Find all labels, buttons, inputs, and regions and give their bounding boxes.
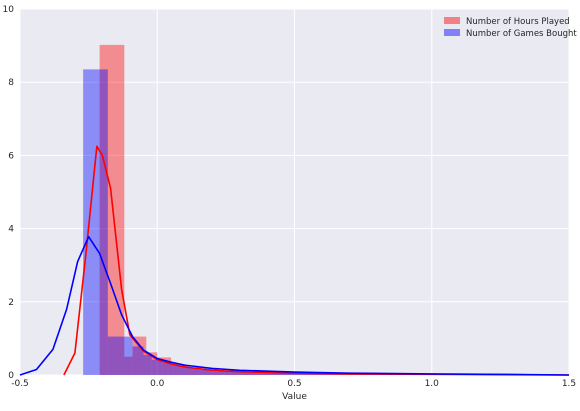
y-tick-label: 10 — [3, 5, 15, 15]
x-tick-label: 0.0 — [150, 379, 165, 389]
legend-label: Number of Hours Played — [466, 17, 570, 27]
legend-swatch — [444, 29, 460, 36]
histogram-bar — [144, 355, 152, 375]
y-axis-ticks: 0 2 4 6 8 10 — [3, 5, 15, 381]
histogram-bar — [133, 346, 144, 375]
legend-swatch — [444, 17, 460, 24]
histogram-bar — [152, 360, 163, 375]
x-tick-label: 0.5 — [287, 379, 301, 389]
x-tick-label: 1.0 — [425, 379, 440, 389]
histogram-bar — [108, 337, 133, 375]
histogram-bar — [83, 69, 108, 375]
y-tick-label: 4 — [8, 225, 14, 235]
y-tick-label: 8 — [8, 78, 14, 88]
x-tick-label: 1.5 — [562, 379, 576, 389]
y-tick-label: 2 — [8, 298, 14, 308]
y-tick-label: 0 — [8, 371, 14, 381]
y-tick-label: 6 — [8, 151, 14, 161]
x-axis-label: Value — [282, 392, 307, 402]
legend-label: Number of Games Bought — [466, 29, 577, 39]
